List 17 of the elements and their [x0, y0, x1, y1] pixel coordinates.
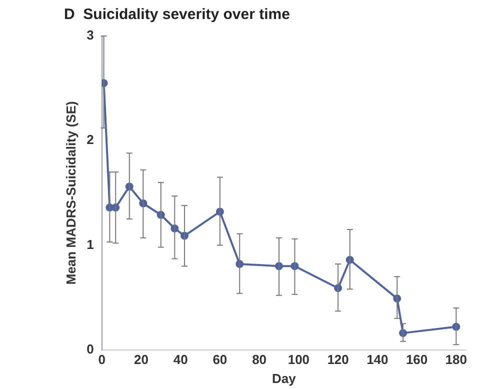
x-tick-label: 100	[288, 352, 310, 368]
x-tick-label: 60	[212, 352, 228, 368]
x-tick-label: 0	[98, 352, 106, 368]
x-tick-label: 140	[366, 352, 388, 368]
chart-title: D Suicidality severity over time	[64, 6, 290, 23]
y-tick-label: 0	[86, 341, 94, 356]
x-tick-label: 180	[445, 352, 468, 368]
y-axis-title: Mean MADRS-Suicidality (SE)	[63, 101, 78, 285]
x-tick-label: 20	[134, 352, 148, 368]
x-tick-label: 40	[173, 352, 188, 368]
x-axis-title: Day	[272, 370, 297, 386]
y-tick-label: 1	[86, 236, 94, 252]
x-tick-label: 120	[327, 352, 349, 368]
x-tick-label: 160	[406, 352, 428, 368]
y-tick-label: 3	[86, 28, 94, 43]
x-tick-label: 80	[252, 352, 267, 368]
y-tick-label: 2	[86, 132, 94, 148]
